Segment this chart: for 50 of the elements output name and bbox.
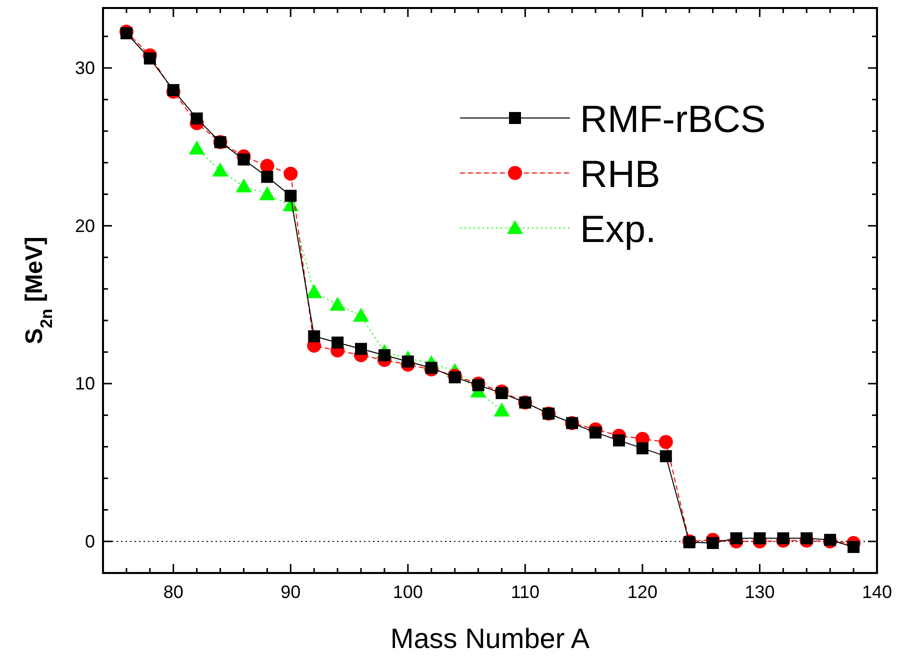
point bbox=[800, 532, 813, 544]
x-tick-label: 120 bbox=[627, 582, 658, 602]
point bbox=[284, 190, 297, 202]
point bbox=[658, 435, 673, 450]
point bbox=[636, 442, 648, 454]
point bbox=[188, 140, 205, 154]
y-tick-label: 10 bbox=[74, 374, 95, 394]
point bbox=[706, 537, 719, 550]
y-tick-label: 30 bbox=[74, 58, 95, 78]
point bbox=[308, 330, 320, 342]
x-tick-label: 100 bbox=[392, 582, 423, 602]
legend-label: Exp. bbox=[580, 209, 656, 251]
y-tick-label: 0 bbox=[84, 531, 95, 552]
point bbox=[355, 342, 367, 355]
point bbox=[777, 532, 790, 544]
point bbox=[332, 336, 344, 349]
point bbox=[496, 387, 508, 400]
point bbox=[613, 434, 625, 446]
point bbox=[284, 166, 298, 181]
point bbox=[590, 426, 602, 439]
point bbox=[236, 178, 252, 192]
legend-label: RHB bbox=[580, 154, 660, 196]
point bbox=[353, 308, 369, 322]
x-tick-label: 130 bbox=[744, 582, 775, 602]
point bbox=[212, 162, 228, 177]
point bbox=[448, 371, 461, 384]
point bbox=[190, 112, 203, 124]
point bbox=[167, 84, 180, 96]
legend-label: RMF-rBCS bbox=[580, 99, 766, 141]
x-tick-label: 90 bbox=[280, 582, 301, 602]
point bbox=[824, 534, 836, 546]
x-axis-title: Mass Number A bbox=[390, 623, 590, 654]
point bbox=[848, 540, 860, 553]
point bbox=[330, 296, 346, 311]
point bbox=[730, 532, 742, 544]
point bbox=[144, 52, 156, 65]
point bbox=[306, 284, 322, 298]
x-tick-label: 80 bbox=[163, 582, 184, 602]
point bbox=[259, 186, 276, 200]
point bbox=[120, 27, 132, 40]
y-tick-label: 20 bbox=[74, 216, 95, 236]
point bbox=[238, 154, 250, 166]
x-tick-label: 110 bbox=[510, 582, 540, 602]
point bbox=[660, 450, 672, 462]
point bbox=[260, 158, 274, 173]
x-tick-label: 140 bbox=[862, 582, 892, 602]
point bbox=[472, 379, 484, 392]
point bbox=[754, 532, 766, 544]
point bbox=[261, 170, 274, 183]
point bbox=[494, 402, 510, 416]
